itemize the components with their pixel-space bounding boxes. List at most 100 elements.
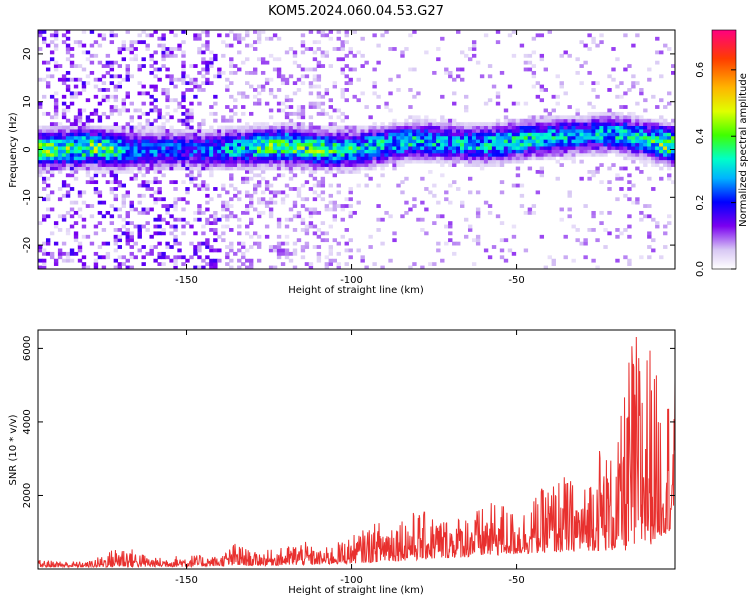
spectrogram-cell [388, 129, 393, 133]
spectrogram-cell [551, 118, 556, 123]
spectrogram-cell [57, 129, 63, 133]
spectrogram-cell [356, 149, 361, 154]
spectrogram-cell [165, 47, 170, 51]
spectrogram-cell [129, 176, 134, 181]
spectrogram-cell [125, 77, 130, 82]
spectrogram-cell [53, 146, 59, 150]
spectrogram-cell [348, 50, 353, 55]
spectrogram-cell [483, 146, 489, 150]
spectrogram-cell [475, 146, 481, 150]
spectrogram-cell [165, 204, 170, 208]
spectrogram-cell [77, 159, 83, 164]
spectrogram-cell [121, 139, 126, 144]
spectrogram-cell [217, 149, 222, 154]
spectrogram-cell [49, 122, 55, 126]
spectrogram-cell [173, 33, 178, 38]
spectrogram-cell [448, 163, 453, 167]
spectrogram-cell [141, 255, 146, 260]
spectrogram-cell [627, 111, 632, 116]
spectrogram-cell [41, 258, 47, 263]
spectrogram-cell [491, 125, 497, 130]
spectrogram-cell [225, 139, 230, 144]
spectrogram-cell [599, 146, 604, 150]
spectrogram-cell [316, 125, 322, 130]
spectrogram-cell [296, 115, 302, 120]
spectrogram-cell [460, 152, 465, 157]
spectrogram-cell [444, 125, 449, 130]
spectrogram-cell [284, 142, 290, 147]
spectrogram-cell [320, 163, 326, 167]
spectrogram-cell [372, 146, 377, 150]
spectrogram-cell [205, 60, 210, 65]
spectrogram-cell [237, 149, 242, 154]
spectrogram-cell [38, 248, 43, 253]
spectrogram-cell [69, 64, 75, 68]
spectrogram-cell [639, 156, 644, 161]
spectrogram-cell [471, 146, 477, 150]
spectrogram-cell [523, 132, 529, 137]
spectrogram-cell [280, 190, 286, 195]
spectrogram-cell [535, 169, 541, 174]
spectrogram-cell [205, 217, 210, 222]
spectrogram-cell [89, 30, 95, 34]
spectrogram-cell [280, 173, 286, 178]
spectrogram-cell [268, 210, 274, 215]
spectrogram-cell [651, 238, 656, 243]
spectrogram-cell [105, 60, 111, 65]
spectrogram-cell [368, 245, 373, 249]
spectrogram-cell [141, 64, 146, 68]
spectrogram-cell [105, 53, 111, 58]
spectrogram-cell [65, 149, 71, 154]
spectrogram-cell [41, 30, 47, 34]
spectrogram-cell [623, 149, 628, 154]
spectrogram-cell [280, 129, 286, 133]
spectrogram-cell [113, 238, 119, 243]
spectrogram-cell [523, 142, 529, 147]
spectrogram-cell [316, 94, 322, 99]
spectrogram-cell [73, 149, 79, 154]
x-tick-label: -100 [340, 275, 363, 286]
spectrogram-cell [364, 152, 369, 157]
spectrogram-cell [252, 135, 258, 140]
spectrogram-cell [308, 135, 314, 140]
spectrogram-cell [245, 152, 250, 157]
spectrogram-cell [312, 84, 318, 89]
spectrogram-cell [229, 258, 234, 263]
spectrogram-cell [189, 169, 194, 174]
spectrogram-cell [515, 122, 521, 126]
spectrogram-cell [444, 197, 449, 202]
spectrogram-cell [113, 173, 119, 178]
spectrogram-cell [523, 125, 529, 130]
spectrogram-cell [300, 245, 306, 249]
spectrogram-cell [320, 53, 326, 58]
spectrogram-cell [384, 152, 389, 157]
colorbar-gradient [711, 29, 737, 270]
spectrogram-cell [436, 57, 441, 62]
spectrogram-cell [256, 200, 262, 205]
spectrogram-cell [153, 200, 158, 205]
spectrogram-cell [380, 166, 385, 171]
spectrogram-cell [583, 115, 588, 120]
spectrogram-cell [157, 231, 162, 236]
spectrogram-cell [93, 262, 99, 266]
spectrogram-cell [491, 152, 497, 157]
spectrogram-cell [316, 91, 322, 96]
spectrogram-cell [145, 228, 150, 232]
spectrogram-cell [348, 125, 353, 130]
spectrogram-cell [320, 166, 326, 171]
spectrogram-cell [344, 115, 349, 120]
spectrogram-cell [65, 159, 71, 164]
spectrogram-cell [595, 81, 600, 86]
spectrogram-cell [475, 125, 481, 130]
spectrogram-cell [599, 221, 604, 226]
spectrogram-cell [49, 149, 55, 154]
spectrogram-cell [643, 149, 648, 154]
spectrogram-cell [448, 74, 453, 79]
spectrogram-cell [260, 176, 266, 181]
spectrogram-cell [575, 146, 580, 150]
spectrogram-cell [129, 166, 134, 171]
spectrogram-cell [101, 241, 107, 246]
spectrogram-cell [356, 132, 361, 137]
spectrogram-cell [252, 70, 258, 75]
spectrogram-cell [475, 142, 481, 147]
